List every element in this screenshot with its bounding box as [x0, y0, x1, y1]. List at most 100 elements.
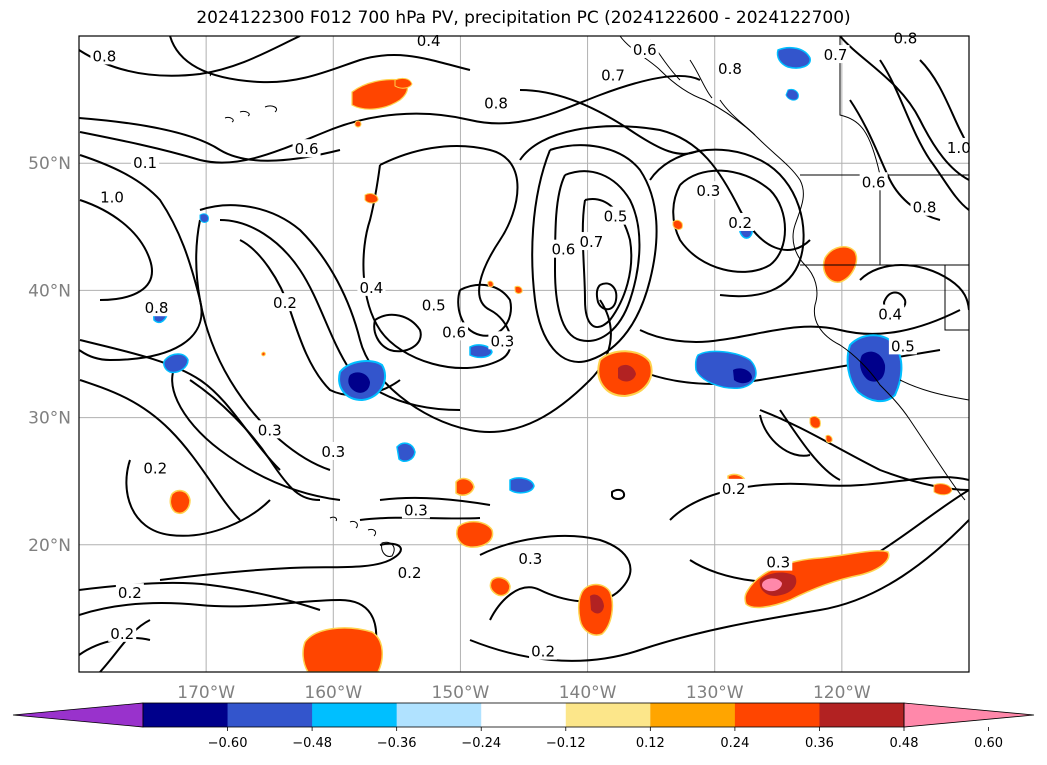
contour-label-halo	[821, 45, 850, 64]
contour-label: 0.8	[142, 298, 171, 317]
contour-label-text: 0.2	[728, 214, 752, 232]
pv-contour	[839, 36, 969, 181]
pv-contour	[859, 264, 969, 311]
colorbar-swatch	[819, 703, 905, 727]
precip-patch-positive	[169, 489, 191, 514]
contour-label-halo	[142, 298, 171, 317]
contour-label-halo	[270, 293, 299, 312]
contour-label: 1.0	[944, 137, 973, 157]
contour-label-halo	[876, 304, 905, 323]
contour-label: 0.1	[131, 153, 160, 172]
contour-label-halo	[255, 420, 284, 439]
pv-contour	[611, 488, 626, 500]
contour-label: 0.2	[115, 583, 144, 602]
colorbar-swatch	[312, 703, 398, 727]
precip-patch-negative	[199, 213, 209, 223]
precip-patch-positive	[489, 576, 511, 597]
contour-label: 0.6	[292, 139, 321, 158]
colorbar-tick-label: 0.36	[805, 736, 834, 751]
colorbar-tick-label: −0.24	[461, 736, 501, 751]
colorbar-swatch	[734, 703, 820, 727]
contour-label: 0.8	[910, 197, 939, 217]
contour-label: 0.6	[859, 172, 888, 191]
contour-label-text: 0.8	[145, 299, 169, 317]
lat-tick-label: 50°N	[28, 154, 71, 174]
pv-contour	[169, 36, 471, 84]
contour-label-halo	[910, 197, 939, 216]
lon-tick-label: 150°W	[432, 683, 490, 703]
precip-patch-negative	[469, 344, 493, 359]
contour-label: 0.4	[876, 304, 905, 324]
contour-label-halo	[98, 187, 127, 206]
precip-patch-positive	[825, 434, 833, 443]
precip-patch-positive	[364, 193, 379, 204]
precip-patch-positive	[455, 477, 475, 496]
contour-label-text: 0.3	[404, 501, 428, 519]
contour-label: 0.2	[719, 478, 748, 498]
precip-patch-negative	[396, 442, 416, 462]
contour-label-text: 0.3	[490, 332, 514, 350]
pv-contour	[199, 204, 612, 433]
contour-label-halo	[764, 552, 793, 571]
contour-label: 0.4	[357, 277, 386, 297]
contour-label: 1.0	[98, 187, 127, 207]
contour-label-halo	[549, 239, 578, 258]
contour-label-halo	[90, 46, 119, 65]
colorbar-extend-min	[12, 702, 144, 728]
contour-label: 0.3	[401, 500, 430, 519]
contour-label-halo	[891, 28, 920, 47]
longitude-ticks: 170°W 160°W 150°W 140°W 130°W 120°W	[177, 683, 871, 703]
colorbar: −0.60 −0.48 −0.36 −0.24 −0.12 0.12 0.24 0.36 0.4…	[12, 702, 1035, 751]
contour-label-halo	[859, 172, 888, 191]
contour-label: 0.7	[577, 232, 606, 251]
contour-label-halo	[357, 277, 386, 296]
contour-label: 0.6	[440, 322, 469, 341]
contour-label-halo	[319, 441, 348, 460]
precip-patch-positive	[351, 78, 409, 110]
contour-label-text: 0.6	[295, 140, 319, 158]
contour-label-text: 0.3	[766, 554, 790, 572]
aleutian-islands	[204, 72, 278, 123]
contour-label-halo	[115, 583, 144, 602]
contour-label-text: 0.6	[862, 173, 886, 191]
contour-label-text: 0.8	[718, 60, 742, 78]
pv-contour	[125, 459, 271, 537]
precip-patch-negative	[509, 477, 535, 494]
precip-patch-positive	[672, 219, 683, 230]
pv-contour	[79, 74, 701, 164]
precip-patch-positive	[302, 627, 383, 672]
contour-label: 0.2	[395, 562, 424, 582]
contour-labels: 0.80.40.80.70.60.80.80.70.60.81.00.11.00…	[90, 28, 973, 661]
pv-contour	[639, 309, 961, 343]
contour-label: 0.5	[888, 336, 917, 355]
contour-label-text: 0.8	[92, 47, 116, 65]
pv-contour	[79, 36, 301, 77]
colorbar-tick-label: −0.48	[292, 736, 332, 751]
pv-contour	[519, 89, 701, 155]
precip-patch-negative	[785, 89, 799, 101]
pv-contour	[669, 476, 969, 521]
contour-label-text: 0.2	[118, 584, 142, 602]
contour-label: 0.3	[255, 420, 284, 439]
precip-patch-positive	[354, 120, 362, 128]
precip-patch-positive	[394, 77, 413, 89]
pv-contour	[195, 219, 331, 471]
colorbar-tick-label: 0.48	[890, 736, 919, 751]
contour-label-text: 0.5	[604, 208, 628, 226]
contour-label-text: 0.6	[551, 241, 575, 259]
contour-label-text: 0.1	[133, 154, 157, 172]
map-title: 2024122300 F012 700 hPa PV, precipitatio…	[196, 8, 851, 28]
contour-label-text: 0.5	[891, 337, 915, 355]
precip-patch-negative	[776, 46, 811, 69]
pv-contour	[159, 542, 402, 581]
lon-tick-label: 130°W	[686, 683, 744, 703]
hawaii-islands	[329, 516, 395, 557]
lat-tick-label: 20°N	[28, 536, 71, 556]
precip-patch-positive	[487, 280, 494, 288]
contour-label: 0.2	[270, 293, 299, 312]
pv-contours	[79, 36, 969, 672]
mexico-border	[899, 379, 969, 401]
pv-contour	[879, 59, 969, 211]
pv-contour	[373, 313, 422, 353]
